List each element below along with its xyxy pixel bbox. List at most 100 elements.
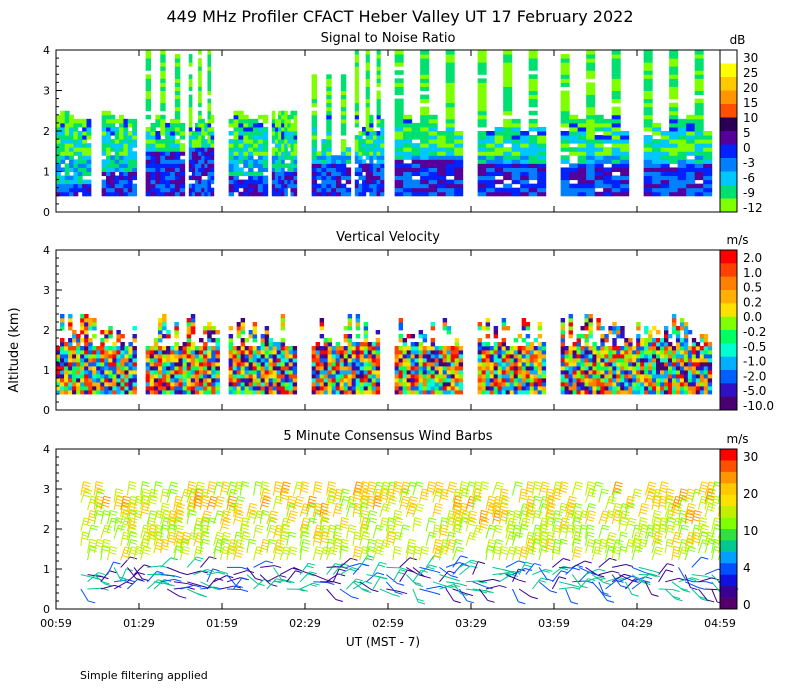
wind-barb-flag [223, 531, 232, 535]
velocity-cell [652, 390, 657, 395]
velocity-cell [232, 378, 238, 383]
velocity-cell [541, 358, 547, 363]
velocity-cell [580, 326, 585, 331]
velocity-cell [477, 346, 483, 351]
snr-cell [160, 155, 166, 160]
velocity-cell [108, 370, 113, 375]
velocity-cell [264, 342, 270, 347]
snr-cell [60, 191, 66, 197]
velocity-cell [493, 342, 499, 347]
snr-cell [486, 159, 496, 164]
colorbar-label: 30 [743, 51, 758, 65]
snr-cell [326, 167, 332, 172]
snr-cell [207, 126, 212, 132]
velocity-cell [612, 362, 617, 367]
velocity-cell [72, 382, 77, 387]
velocity-cell [68, 386, 73, 391]
snr-cell [287, 175, 291, 181]
snr-cell [274, 191, 279, 197]
snr-cell [354, 135, 359, 140]
velocity-cell [497, 346, 503, 351]
wind-barb-flag [176, 541, 185, 545]
colorbar-label: 25 [743, 66, 758, 80]
snr-cell [694, 66, 704, 71]
velocity-cell [493, 370, 499, 375]
snr-cell [445, 86, 455, 91]
wind-barb [187, 570, 201, 576]
snr-cell [145, 102, 152, 108]
wind-barb-flag [235, 551, 243, 555]
snr-cell [174, 114, 181, 120]
snr-cell [106, 183, 111, 189]
velocity-cell [170, 350, 175, 355]
wind-barb-flag [84, 491, 92, 495]
velocity-cell [207, 370, 212, 375]
snr-cell [594, 183, 604, 189]
snr-cell [376, 167, 381, 172]
snr-cell [445, 114, 455, 120]
velocity-cell [442, 370, 448, 375]
velocity-cell [406, 354, 412, 359]
snr-cell [191, 139, 196, 144]
velocity-cell [648, 338, 653, 343]
snr-cell [56, 159, 61, 164]
plot-area [80, 481, 739, 605]
velocity-cell [683, 358, 689, 363]
snr-cell [411, 131, 421, 136]
snr-cell [207, 155, 212, 160]
snr-cell [703, 171, 713, 177]
velocity-cell [394, 374, 400, 379]
snr-cell [511, 163, 521, 168]
velocity-cell [327, 338, 333, 343]
snr-cell [528, 54, 538, 59]
velocity-cell [652, 350, 657, 355]
velocity-cell [166, 378, 171, 383]
velocity-cell [636, 334, 641, 339]
velocity-cell [359, 362, 365, 367]
velocity-cell [596, 378, 601, 383]
snr-cell [287, 131, 291, 136]
velocity-cell [521, 374, 527, 379]
velocity-cell [92, 386, 97, 391]
velocity-cell [640, 342, 645, 347]
velocity-cell [537, 382, 543, 387]
velocity-cell [477, 326, 483, 331]
snr-cell [660, 163, 670, 168]
snr-cell [420, 78, 430, 83]
snr-cell [284, 155, 288, 160]
velocity-cell [600, 382, 605, 387]
snr-cell [372, 151, 378, 156]
velocity-cell [174, 334, 179, 339]
wind-barb [100, 496, 105, 510]
velocity-cell [186, 338, 192, 343]
velocity-cell [363, 350, 369, 355]
velocity-cell [454, 350, 460, 355]
velocity-cell [648, 370, 653, 375]
wind-barb [193, 481, 199, 496]
snr-cell [228, 122, 235, 128]
snr-cell [69, 167, 74, 172]
velocity-cell [675, 358, 681, 363]
velocity-cell [430, 362, 436, 367]
snr-cell [372, 155, 378, 160]
velocity-cell [128, 390, 133, 395]
velocity-cell [691, 350, 697, 355]
wind-barb-flag [203, 524, 211, 528]
snr-cell [358, 187, 363, 193]
velocity-cell [687, 386, 693, 391]
snr-cell [274, 143, 279, 148]
snr-cell [411, 187, 421, 193]
snr-cell [77, 159, 83, 164]
snr-cell [369, 183, 374, 189]
velocity-cell [671, 346, 677, 351]
snr-cell [376, 78, 381, 83]
velocity-cell [442, 362, 448, 367]
snr-cell [56, 118, 61, 124]
velocity-cell [398, 334, 404, 339]
snr-cell [198, 143, 202, 148]
velocity-cell [572, 358, 577, 363]
snr-cell [201, 163, 205, 168]
velocity-cell [628, 354, 633, 359]
wind-barb [226, 539, 232, 554]
snr-cell [376, 171, 381, 177]
